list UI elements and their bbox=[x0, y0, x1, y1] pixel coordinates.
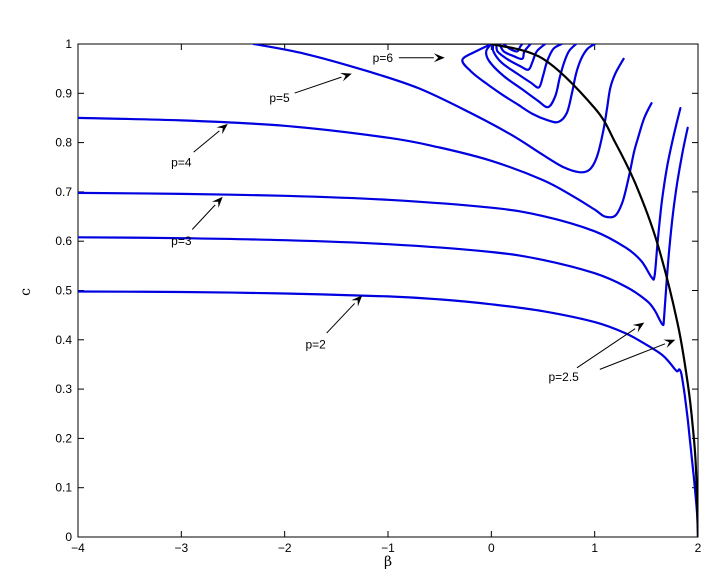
y-tick-label: 0.7 bbox=[55, 185, 72, 199]
series-line-6 bbox=[484, 44, 578, 109]
x-axis-label: β bbox=[384, 554, 392, 570]
series-line-8 bbox=[495, 44, 547, 71]
annotation-6 bbox=[599, 339, 676, 370]
y-tick-label: 1 bbox=[65, 37, 72, 51]
series-line-0 bbox=[78, 290, 698, 537]
curves bbox=[78, 44, 698, 537]
axis-ticks: −4 −3 −2 −1 0 1 2 0 0.1 0.2 0.3 0.4 0.5 0.6 0.7 0.8 0.9 1 bbox=[55, 37, 701, 555]
annotation-arrow-head bbox=[632, 322, 645, 333]
x-tick-label: 2 bbox=[695, 541, 702, 555]
y-tick-label: 0.6 bbox=[55, 234, 72, 248]
annotation-arrow-line bbox=[193, 130, 220, 153]
annotation-arrow-head bbox=[211, 196, 223, 208]
y-tick-label: 0.1 bbox=[55, 481, 72, 495]
annotation-4: p=2 bbox=[305, 295, 363, 352]
envelope-line bbox=[490, 44, 698, 537]
annotation-label: p=2 bbox=[305, 338, 326, 352]
annotation-3: p=3 bbox=[171, 196, 223, 248]
y-axis-label: c bbox=[18, 288, 34, 296]
annotation-label: p=4 bbox=[171, 155, 192, 169]
annotation-arrow-head bbox=[216, 123, 228, 135]
y-tick-label: 0.5 bbox=[55, 284, 72, 298]
annotation-arrow-head bbox=[433, 53, 445, 63]
annotation-2: p=4 bbox=[171, 123, 228, 169]
annotation-arrow-head bbox=[351, 295, 363, 307]
annotation-label: p=3 bbox=[171, 234, 192, 248]
y-tick-label: 0 bbox=[65, 530, 72, 544]
annotation-arrow-line bbox=[576, 328, 636, 369]
series-line-5 bbox=[461, 44, 596, 124]
y-tick-label: 0.3 bbox=[55, 382, 72, 396]
annotation-1: p=5 bbox=[269, 72, 352, 105]
annotation-5: p=2.5 bbox=[548, 322, 645, 384]
x-tick-label: −4 bbox=[71, 541, 85, 555]
x-tick-label: 1 bbox=[591, 541, 598, 555]
x-tick-label: −1 bbox=[381, 541, 395, 555]
x-tick-label: −2 bbox=[278, 541, 292, 555]
annotation-arrow-head bbox=[663, 339, 676, 348]
series-line-4 bbox=[252, 44, 625, 174]
y-tick-label: 0.8 bbox=[55, 136, 72, 150]
series-line-7 bbox=[491, 44, 563, 89]
annotation-0: p=6 bbox=[373, 51, 445, 65]
y-tick-label: 0.9 bbox=[55, 86, 72, 100]
annotation-arrow-line bbox=[191, 204, 216, 230]
annotation-label: p=2.5 bbox=[548, 370, 579, 384]
annotation-arrow-head bbox=[340, 72, 352, 82]
annotation-arrow-line bbox=[599, 343, 666, 370]
annotation-label: p=6 bbox=[373, 51, 394, 65]
annotation-arrow-line bbox=[326, 303, 355, 334]
x-tick-label: −3 bbox=[174, 541, 188, 555]
annotation-arrow-line bbox=[294, 76, 342, 94]
annotations: p=6 p=5 p=4 p=3 p=2 p=2.5 bbox=[171, 51, 676, 384]
series-line-1 bbox=[78, 126, 689, 327]
series-line-3 bbox=[78, 102, 653, 219]
y-tick-label: 0.4 bbox=[55, 333, 72, 347]
x-tick-label: 0 bbox=[488, 541, 495, 555]
annotation-label: p=5 bbox=[269, 91, 290, 105]
y-tick-label: 0.2 bbox=[55, 431, 72, 445]
series-line-2 bbox=[78, 107, 682, 281]
